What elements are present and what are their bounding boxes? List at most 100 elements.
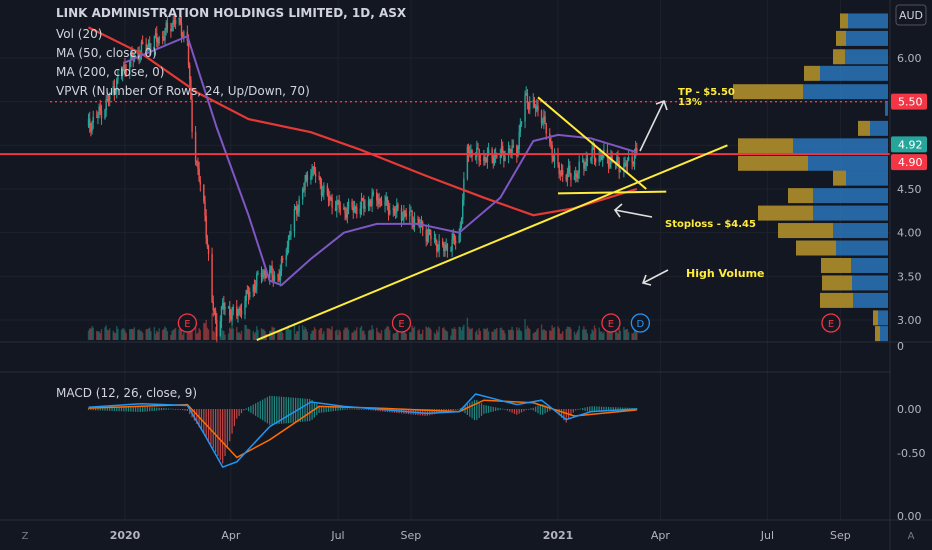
candle-body: [446, 244, 449, 251]
volume-bar: [117, 328, 119, 340]
candle-body: [172, 20, 174, 25]
volume-bar: [170, 334, 172, 340]
vp-up-bar: [848, 13, 888, 29]
volume-bar: [467, 327, 470, 340]
candle-body: [109, 92, 111, 101]
candle-body: [510, 151, 512, 153]
vp-up-bar: [808, 155, 888, 171]
volume-bar: [418, 329, 420, 340]
tp-label: TP - $5.50: [678, 87, 735, 98]
macd-hist-bar: [111, 407, 113, 411]
candle-body: [318, 176, 320, 178]
candle-body: [187, 40, 190, 65]
legend-ma200[interactable]: MA (200, close, 0): [56, 65, 165, 79]
candle-body: [570, 173, 572, 180]
stoploss-trendline: [557, 190, 667, 195]
volume-bar: [120, 329, 123, 340]
candle-body: [137, 52, 139, 55]
volume-bar: [337, 335, 339, 340]
candle-body: [129, 61, 131, 74]
volume-bar: [485, 329, 487, 340]
macd-hist-bar: [598, 406, 600, 412]
macd-axis[interactable]: 0.00 -0.50 0.00: [897, 403, 925, 523]
vp-down-bar: [840, 13, 848, 29]
candle-body: [429, 229, 431, 235]
candle-body: [540, 110, 543, 123]
candle-body: [290, 231, 292, 236]
candle-body: [364, 206, 366, 209]
volume-bar: [212, 330, 214, 340]
vp-down-bar: [858, 120, 870, 136]
macd-hist-bar: [292, 397, 294, 423]
candle-body: [147, 43, 150, 47]
volume-bar: [617, 333, 619, 340]
legend-macd[interactable]: MACD (12, 26, close, 9): [56, 386, 198, 400]
time-tick-label: Sep: [401, 529, 422, 542]
volume-bar: [426, 327, 429, 340]
candle-body: [356, 207, 358, 214]
volume-bar: [438, 326, 440, 340]
volume-bar: [87, 330, 90, 340]
volume-bar: [437, 331, 439, 340]
volume-bar: [254, 331, 257, 340]
zoom-icon[interactable]: Z: [22, 531, 29, 542]
volume-bar: [323, 331, 325, 340]
candle-body: [433, 238, 436, 240]
currency-box[interactable]: [895, 4, 927, 26]
volume-bar: [625, 329, 627, 340]
candle-body: [301, 189, 304, 200]
volume-bar: [139, 331, 141, 340]
volume-bar: [389, 330, 391, 340]
macd-hist-bar: [356, 408, 358, 410]
candle-body: [361, 197, 364, 201]
macd-hist-bar: [102, 407, 104, 411]
auto-scale-icon[interactable]: A: [908, 531, 915, 542]
volume-bar: [551, 325, 553, 340]
candle-body: [616, 157, 618, 164]
candle-body: [585, 158, 587, 166]
volume-bar: [396, 328, 398, 340]
candle-body: [106, 99, 109, 101]
candle-body: [124, 64, 126, 70]
candle-body: [461, 199, 464, 219]
macd-hist-bar: [207, 409, 210, 441]
volume-bar: [107, 330, 110, 340]
macd-hist-bar: [165, 408, 167, 410]
macd-hist-bar: [146, 406, 148, 412]
volume-bar: [380, 330, 383, 340]
candle-body: [246, 290, 249, 294]
macd-hist-bar: [426, 409, 428, 416]
candle-body: [427, 229, 430, 236]
candle-body: [386, 196, 389, 206]
candle-body: [566, 172, 569, 181]
volume-bar: [409, 332, 411, 340]
candle-body: [537, 105, 539, 111]
time-axis[interactable]: 2020 Apr Jul Sep 2021 Apr Jul Sep: [110, 529, 851, 542]
volume-bar: [326, 328, 329, 340]
candle-body: [351, 201, 353, 208]
macd-hist-bar: [153, 407, 156, 411]
price-axis[interactable]: 6.005.505.004.504.003.503.0005.504.924.9…: [891, 52, 927, 353]
volume-bar: [371, 325, 373, 340]
volume-bar: [583, 326, 585, 340]
macd-hist-bar: [196, 409, 198, 424]
volume-bar: [636, 327, 638, 340]
legend-vpvr[interactable]: VPVR (Number Of Rows, 24, Up/Down, 70): [56, 84, 310, 98]
macd-hist-bar: [120, 407, 123, 412]
legend-ma50[interactable]: MA (50, close, 0): [56, 46, 157, 60]
macd-hist-bar: [238, 409, 240, 416]
macd-hist-bar: [506, 409, 509, 411]
macd-hist-bar: [532, 407, 534, 411]
volume-bar: [301, 325, 304, 340]
volume-bar: [593, 325, 596, 340]
volume-bar: [478, 328, 480, 340]
vp-down-bar: [733, 84, 803, 100]
volume-bar: [361, 331, 364, 340]
macd-hist-bar: [250, 405, 252, 413]
legend-volume[interactable]: Vol (20): [56, 27, 103, 41]
volume-bar: [298, 325, 300, 340]
volume-bar: [507, 329, 510, 340]
candle-body: [451, 239, 453, 251]
macd-hist-bar: [346, 408, 348, 410]
